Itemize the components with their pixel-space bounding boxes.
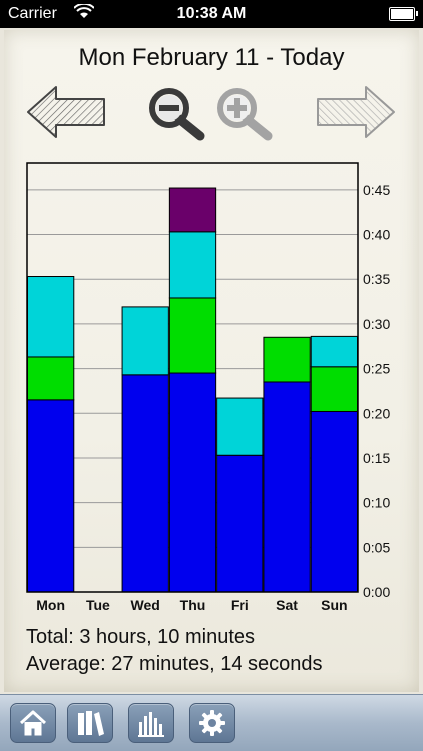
- next-day-button[interactable]: [316, 84, 396, 140]
- battery-icon: [389, 7, 418, 21]
- carrier-label: Carrier: [8, 5, 57, 22]
- x-tick-label-fri: Fri: [231, 597, 249, 613]
- bar-segment-mon-1: [27, 356, 75, 401]
- bar-segment-thu-3: [168, 187, 217, 233]
- y-tick-label: 0:05: [363, 539, 390, 555]
- x-tick-label-tue: Tue: [86, 597, 110, 613]
- chart-bars: [27, 187, 359, 593]
- y-tick-label: 0:35: [363, 271, 390, 287]
- y-tick-label: 0:10: [363, 495, 390, 511]
- left-arrow-icon: [27, 86, 105, 138]
- bar-segment-wed-2: [121, 306, 169, 376]
- y-tick-label: 0:45: [363, 182, 390, 198]
- home-icon: [19, 710, 47, 736]
- status-time: 10:38 AM: [176, 5, 247, 22]
- y-tick-label: 0:30: [363, 316, 390, 332]
- bar-segment-wed-0: [121, 374, 169, 593]
- previous-day-button[interactable]: [26, 84, 106, 140]
- bar-segment-mon-0: [27, 399, 75, 593]
- bar-chart-icon: [138, 712, 164, 737]
- zoom-in-icon: [217, 88, 273, 141]
- date-title: Mon February 11 - Today: [78, 44, 345, 71]
- zoom-out-button[interactable]: [146, 86, 208, 142]
- y-tick-label: 0:15: [363, 450, 390, 466]
- books-icon: [78, 711, 104, 736]
- x-tick-label-sun: Sun: [321, 597, 347, 613]
- bar-segment-mon-2: [27, 276, 75, 358]
- status-bar: Carrier 10:38 AM: [0, 0, 423, 28]
- tab-settings[interactable]: [189, 703, 235, 743]
- y-tick-label: 0:00: [363, 584, 390, 600]
- right-arrow-icon: [317, 86, 395, 138]
- tab-bar: [0, 694, 423, 751]
- tab-books[interactable]: [67, 703, 113, 743]
- zoom-in-button[interactable]: [214, 86, 276, 142]
- bar-segment-sat-1: [263, 336, 311, 383]
- bar-segment-sun-0: [310, 410, 359, 593]
- y-tick-label: 0:40: [363, 227, 390, 243]
- bar-segment-fri-0: [216, 454, 264, 593]
- bar-segment-sat-0: [263, 381, 311, 593]
- bar-segment-fri-2: [216, 397, 264, 456]
- zoom-out-icon: [149, 88, 205, 141]
- tab-stats[interactable]: [128, 703, 174, 743]
- x-tick-label-thu: Thu: [180, 597, 206, 613]
- tab-home[interactable]: [10, 703, 56, 743]
- weekly-bar-chart: 0:00 0:05 0:10 0:15 0:20 0:25 0:30 0:35 0:40 0:45…: [26, 162, 390, 613]
- x-tick-label-mon: Mon: [36, 597, 65, 613]
- bar-segment-thu-2: [168, 231, 217, 299]
- gear-icon: [199, 710, 225, 736]
- y-tick-label: 0:20: [363, 405, 390, 421]
- bar-segment-sun-2: [310, 335, 359, 368]
- x-tick-label-wed: Wed: [131, 597, 160, 613]
- bar-segment-sun-1: [310, 366, 359, 412]
- y-tick-label: 0:25: [363, 361, 390, 377]
- total-time: Total: 3 hours, 10 minutes: [26, 626, 256, 648]
- wifi-icon: [73, 2, 95, 25]
- y-axis-ticks: 0:00 0:05 0:10 0:15 0:20 0:25 0:30 0:35 0:40 0:45: [363, 182, 390, 600]
- x-axis-labels: Mon Tue Wed Thu Fri Sat Sun: [36, 597, 347, 613]
- plot-frame: [26, 162, 359, 593]
- bar-segment-thu-1: [168, 297, 217, 374]
- x-tick-label-sat: Sat: [276, 597, 298, 613]
- average-time: Average: 27 minutes, 14 seconds: [26, 653, 323, 675]
- bar-segment-thu-0: [168, 372, 217, 593]
